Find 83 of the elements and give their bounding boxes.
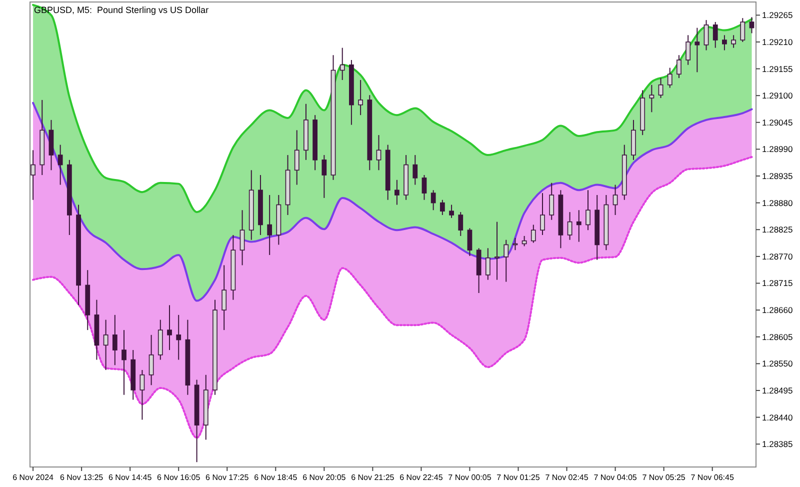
x-tick-label: 6 Nov 22:45 <box>400 473 444 482</box>
candlestick <box>694 27 700 73</box>
y-tick-label: 1.29265 <box>762 10 793 20</box>
line-series <box>32 4 753 214</box>
candlestick <box>422 174 427 200</box>
candlestick <box>340 47 345 80</box>
candlestick <box>676 54 682 79</box>
x-tick-label: 7 Nov 02:45 <box>545 473 589 482</box>
candlestick <box>749 16 754 34</box>
candlestick <box>358 79 363 116</box>
candlestick <box>567 212 572 240</box>
candlestick <box>30 150 36 200</box>
candlestick <box>222 264 227 331</box>
candlestick <box>322 154 327 198</box>
x-tick-label: 6 Nov 13:25 <box>60 473 104 482</box>
y-tick-label: 1.29210 <box>762 36 793 47</box>
candlestick <box>485 248 490 280</box>
candlestick <box>504 239 509 282</box>
y-tick-label: 1.28550 <box>762 358 793 369</box>
candlestick <box>494 221 500 280</box>
candlestick <box>240 210 245 266</box>
candlestick <box>549 182 554 220</box>
x-tick-label: 7 Nov 04:05 <box>594 473 638 482</box>
candlestick <box>658 78 664 99</box>
y-tick-label: 1.29100 <box>762 90 793 101</box>
candlestick <box>458 212 464 236</box>
y-tick-label: 1.29045 <box>762 117 793 128</box>
candlestick <box>530 224 536 244</box>
candlestick <box>148 334 154 386</box>
y-tick-label: 1.28495 <box>762 385 793 396</box>
y-tick-label: 1.28605 <box>762 332 793 342</box>
line-series <box>32 102 753 302</box>
y-tick-label: 1.28770 <box>762 251 793 262</box>
candlestick <box>686 34 691 66</box>
x-tick-label: 7 Nov 05:25 <box>642 473 686 482</box>
line-series <box>32 156 753 439</box>
y-tick-label: 1.28825 <box>762 224 793 235</box>
candlestick <box>58 144 63 186</box>
candlestick <box>140 370 145 420</box>
y-tick-label: 1.28880 <box>762 198 793 208</box>
candlestick <box>103 319 108 371</box>
candlestick <box>394 179 400 206</box>
candlestick <box>731 34 736 48</box>
candlestick <box>576 210 582 242</box>
candlestick <box>430 190 436 211</box>
candlestick <box>467 228 472 256</box>
candlestick <box>522 235 527 247</box>
x-tick-label: 6 Nov 2024 <box>12 473 54 482</box>
x-tick-label: 7 Nov 06:45 <box>690 473 734 482</box>
candlestick <box>667 67 672 88</box>
candlestick <box>440 199 445 216</box>
y-tick-label: 1.28440 <box>762 412 793 422</box>
x-tick-label: 7 Nov 00:05 <box>448 473 492 482</box>
candlestick <box>704 20 709 51</box>
candlestick <box>449 204 454 218</box>
y-tick-label: 1.28660 <box>762 305 793 316</box>
x-tick-label: 6 Nov 21:25 <box>351 473 395 482</box>
candlestick <box>112 314 118 366</box>
candlestick <box>712 21 718 48</box>
candlestick <box>294 130 300 186</box>
x-tick-label: 6 Nov 18:45 <box>254 473 298 482</box>
y-tick-label: 1.28990 <box>762 144 793 154</box>
candlestick <box>649 84 654 113</box>
x-tick-label: 6 Nov 17:25 <box>206 473 250 482</box>
candlestick <box>176 314 182 360</box>
x-tick-label: 6 Nov 20:05 <box>302 473 346 482</box>
candlestick <box>612 184 618 216</box>
candlestick <box>740 18 746 42</box>
y-tick-label: 1.29155 <box>762 64 793 74</box>
x-tick-label: 7 Nov 01:25 <box>496 473 540 482</box>
y-tick-label: 1.28385 <box>762 439 793 450</box>
y-tick-label: 1.28935 <box>762 170 793 181</box>
x-tick-label: 6 Nov 14:45 <box>108 473 152 482</box>
candlestick <box>376 134 382 171</box>
candlestick <box>722 34 727 51</box>
x-tick-label: 6 Nov 16:05 <box>157 473 201 482</box>
y-tick-label: 1.28715 <box>762 278 793 288</box>
candlestick <box>167 304 172 351</box>
candlestick <box>267 194 272 256</box>
candlestick <box>540 192 545 236</box>
candlestick <box>586 190 590 231</box>
candlestick <box>122 330 126 396</box>
candlestick <box>412 154 418 186</box>
